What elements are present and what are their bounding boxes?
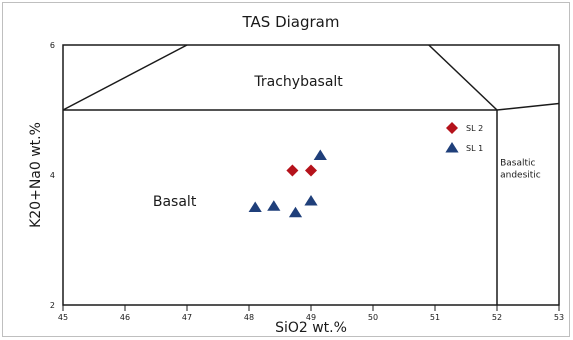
diamond-point-0-1	[305, 164, 317, 177]
diamond-point-0-0	[286, 164, 299, 177]
boundary-line-2	[62, 44, 188, 111]
x-tick-label: 53	[554, 313, 564, 322]
triangle-point-1-0	[313, 149, 327, 160]
y-axis-label: K20+Na0 wt.%	[28, 122, 44, 228]
field-label-trachybasalt: Trachybasalt	[253, 74, 343, 90]
chart-title: TAS Diagram	[242, 13, 340, 31]
x-axis-ticks: 45 46 47 48 49 50 51 52 53	[58, 305, 564, 322]
legend-marker-sl1	[445, 142, 459, 153]
field-label-andesitic: andesitic	[500, 170, 541, 180]
field-label-basaltic: Basaltic	[500, 158, 535, 168]
field-boundaries	[62, 44, 560, 305]
y-tick-label: 2	[50, 301, 55, 310]
triangle-point-1-4	[304, 195, 318, 206]
x-tick-label: 51	[430, 313, 440, 322]
boundary-line-4	[496, 102, 560, 111]
field-label-basalt: Basalt	[153, 194, 197, 210]
x-tick-label: 45	[58, 313, 68, 322]
triangle-point-1-1	[248, 201, 262, 212]
legend-marker-sl2	[446, 122, 458, 134]
legend-label-sl1: SL 1	[466, 144, 483, 153]
y-tick-label: 6	[50, 41, 55, 50]
chart-frame	[2, 2, 570, 337]
x-axis-label: SiO2 wt.%	[275, 320, 347, 336]
data-points	[248, 149, 327, 218]
x-tick-label: 48	[244, 313, 254, 322]
boundary-line-3	[428, 44, 498, 111]
x-tick-label: 46	[120, 313, 130, 322]
triangle-point-1-3	[288, 206, 303, 218]
y-tick-label: 4	[50, 171, 55, 180]
legend: SL 2 SL 1	[445, 122, 483, 153]
legend-label-sl2: SL 2	[466, 124, 483, 133]
x-tick-label: 47	[182, 313, 192, 322]
y-axis-ticks: 2 4 6	[50, 41, 55, 310]
x-tick-label: 49	[306, 313, 316, 322]
triangle-point-1-2	[267, 200, 281, 211]
x-tick-label: 52	[492, 313, 502, 322]
x-tick-label: 50	[368, 313, 378, 322]
